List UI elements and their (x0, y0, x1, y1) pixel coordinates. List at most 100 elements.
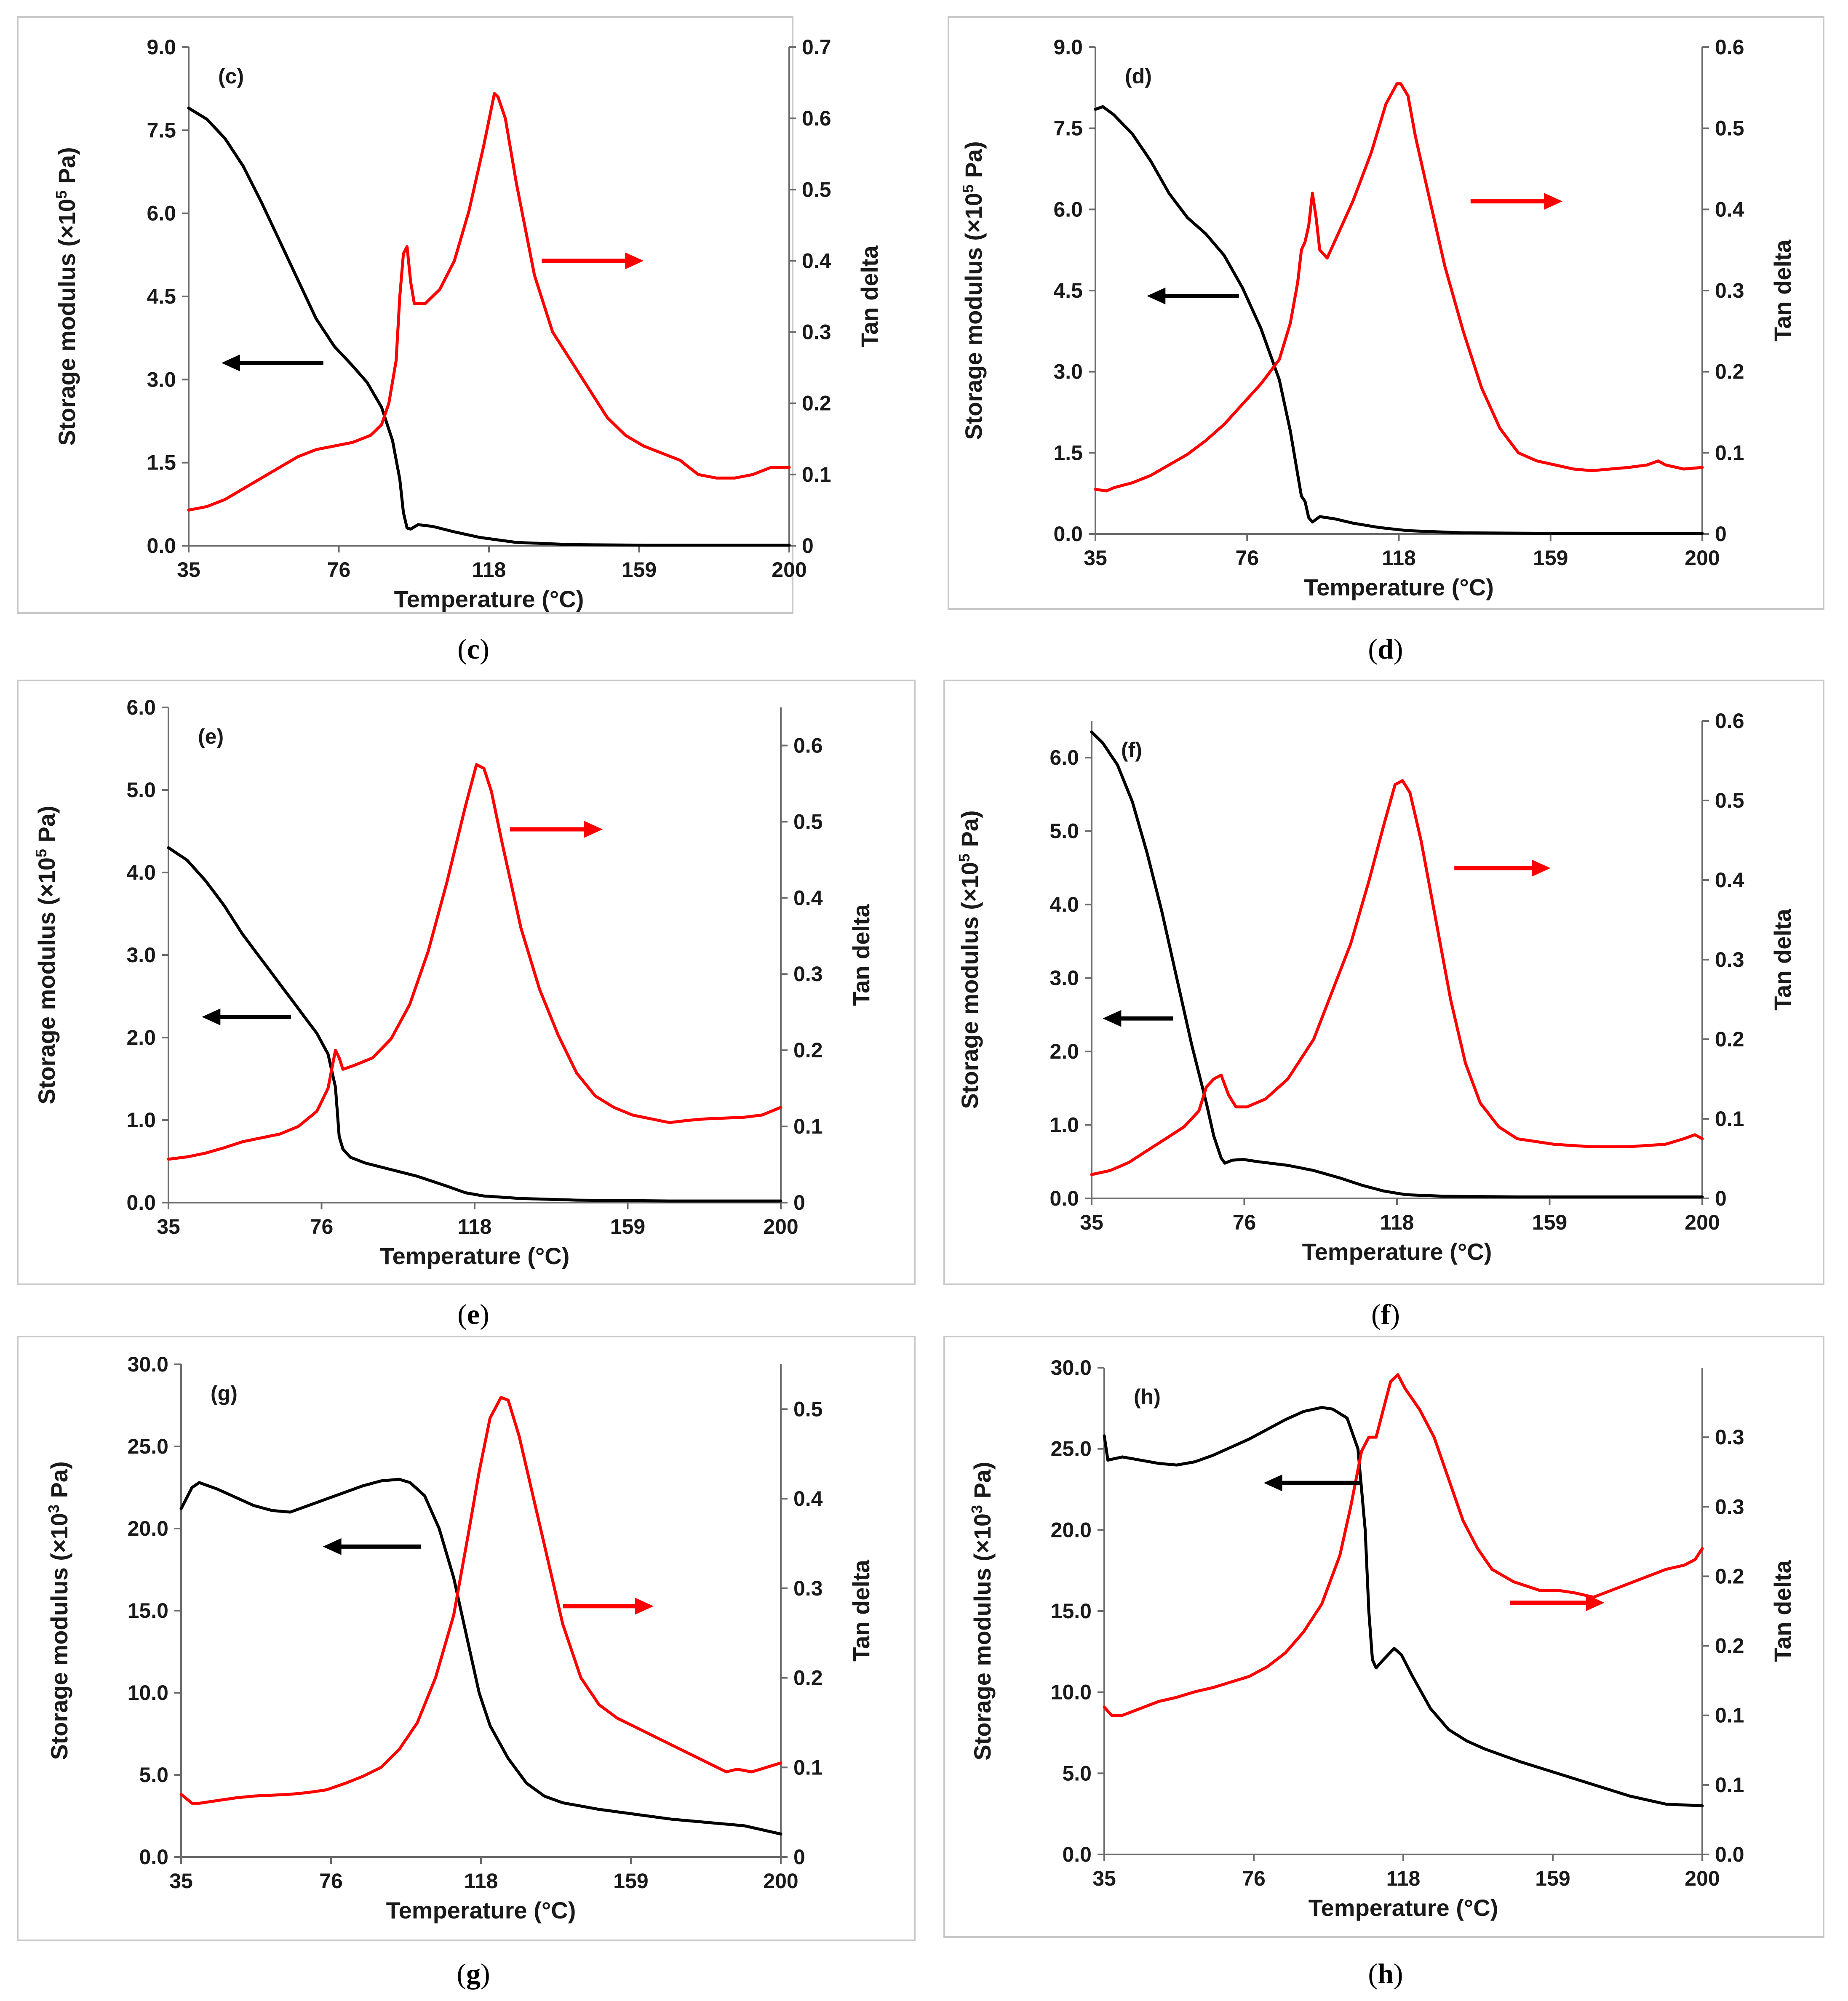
storage-modulus-line (179, 1478, 782, 1836)
x-tick-label: 159 (1535, 1867, 1570, 1890)
right-tick-label: 0.1 (1715, 441, 1744, 464)
panel-tag: (h) (1134, 1385, 1161, 1409)
x-tick-label: 76 (1233, 1211, 1256, 1234)
left-tick-label: 10.0 (128, 1681, 168, 1705)
right-axis-title: Tan delta (848, 1559, 874, 1662)
left-tick-label: 3.0 (1050, 966, 1079, 990)
right-axis-arrow-head (1532, 859, 1551, 877)
right-tick-label: 0 (1715, 1187, 1727, 1210)
left-axis-title-main: Storage modulus (×10 (46, 1513, 72, 1760)
left-tick-label: 4.0 (1050, 893, 1079, 916)
storage-modulus-line (167, 846, 782, 1203)
panel-d: 35 76 118 159 200 0.0 1.5 3.0 4.5 6.0 7.5 9.0 0 0.1 0.… (948, 16, 1824, 665)
left-tick-label: 5.0 (126, 778, 156, 802)
left-axis-arrow-head (202, 1009, 221, 1025)
left-axis-title: Storage modulus (×105 Pa) (53, 147, 80, 446)
right-axis-arrow-head (625, 252, 644, 269)
panel-tag: (f) (1121, 738, 1142, 762)
left-tick-label: 1.0 (126, 1108, 156, 1132)
right-tick-label: 0 (793, 1191, 805, 1214)
panel-tag: (c) (218, 64, 244, 88)
tan-delta-line (187, 92, 791, 512)
left-tick-label: 9.0 (147, 35, 176, 59)
right-tick-label: 0.1 (1715, 1704, 1744, 1727)
right-tick-label: 0.6 (1715, 35, 1744, 59)
x-axis-title: Temperature (°C) (380, 1243, 570, 1269)
caption-open-paren: ( (1368, 1958, 1378, 1990)
left-axis-arrow-head (1263, 1474, 1282, 1491)
right-tick-label: 0.5 (793, 810, 823, 833)
x-tick-label: 35 (1092, 1867, 1116, 1890)
left-tick-label: 1.0 (1050, 1113, 1079, 1137)
right-axis-title: Tan delta (856, 245, 883, 347)
right-tick-label: 0.5 (1715, 117, 1744, 140)
x-tick-label: 118 (458, 1215, 492, 1238)
right-tick-label: 0.4 (802, 249, 831, 272)
left-tick-label: 20.0 (1051, 1518, 1092, 1542)
panel-caption: (f) (1371, 1298, 1400, 1330)
right-axis-arrow-head (1586, 1594, 1605, 1611)
left-axis-arrow-head (221, 354, 240, 371)
x-tick-label: 159 (613, 1869, 648, 1893)
right-tick-label: 0.3 (802, 320, 831, 344)
x-tick-label: 118 (1386, 1867, 1421, 1890)
left-axis-title-exponent: 5 (959, 184, 977, 193)
x-tick-label: 159 (1533, 546, 1568, 570)
right-tick-label: 0.2 (1715, 360, 1744, 384)
left-tick-label: 0.0 (126, 1191, 156, 1214)
left-axis-title-unit: Pa) (956, 810, 983, 854)
right-tick-label: 0.1 (802, 463, 831, 486)
panel-frame (17, 16, 793, 614)
left-tick-label: 3.0 (1053, 360, 1083, 384)
caption-open-paren: ( (457, 633, 467, 665)
tan-delta-line (1094, 82, 1704, 493)
caption-close-paren: ) (480, 633, 489, 665)
panel-frame (17, 680, 916, 1285)
left-axis-title-main: Storage modulus (×10 (960, 193, 987, 440)
right-tick-label: 0.2 (1715, 1564, 1744, 1588)
panel-frame (17, 1336, 916, 1941)
panel-caption: (d) (1368, 633, 1403, 665)
x-tick-label: 200 (1685, 1211, 1720, 1234)
tan-delta-line (1103, 1373, 1704, 1717)
right-axis-title: Tan delta (1769, 1560, 1796, 1662)
left-axis-arrow-head (1103, 1010, 1122, 1027)
right-axis-arrow-head (1544, 193, 1563, 210)
panel-frame (943, 1336, 1824, 1938)
left-tick-label: 1.5 (147, 451, 176, 475)
left-axis-title-exponent: 3 (45, 1505, 62, 1513)
caption-letter: c (467, 633, 480, 665)
x-tick-label: 76 (319, 1869, 343, 1893)
caption-letter: d (1378, 633, 1394, 665)
panels: 35 76 118 159 2000.01.53.04.56.07.59.000.10.… (17, 16, 1824, 1990)
panel-tag: (e) (198, 725, 224, 748)
right-tick-label: 0.3 (1715, 1495, 1744, 1518)
x-axis-title: Temperature (°C) (386, 1897, 576, 1924)
caption-close-paren: ) (1394, 1958, 1403, 1990)
caption-letter: g (466, 1958, 481, 1990)
panel-e: 35 76 118 159 200 0.0 1.0 2.0 3.0 4.0 5.0 6.0 0 0.1 0.… (17, 680, 916, 1330)
right-tick-label: 0.3 (793, 962, 823, 986)
x-tick-label: 200 (1685, 546, 1720, 570)
left-axis-title: Storage modulus (×103 Pa) (968, 1462, 996, 1760)
right-tick-label: 0.2 (1715, 1027, 1744, 1051)
caption-close-paren: ) (480, 1298, 489, 1330)
caption-letter: f (1381, 1298, 1391, 1330)
left-tick-label: 5.0 (1050, 819, 1079, 843)
left-tick-label: 25.0 (128, 1435, 168, 1458)
right-tick-label: 0.2 (793, 1038, 823, 1062)
left-tick-label: 0.0 (1050, 1187, 1079, 1210)
caption-close-paren: ) (1390, 1298, 1400, 1330)
panel-tag: (d) (1125, 64, 1152, 88)
right-tick-label: 0.5 (793, 1397, 823, 1421)
panel-caption: (c) (457, 633, 489, 665)
left-axis-title-unit: Pa) (53, 147, 80, 190)
x-tick-label: 76 (1235, 546, 1259, 570)
caption-open-paren: ( (457, 1958, 466, 1990)
x-tick-label: 118 (464, 1869, 498, 1893)
left-axis-title: Storage modulus (×105 Pa) (956, 810, 983, 1109)
right-tick-label: 0.6 (793, 734, 823, 757)
left-axis-arrow-head (1147, 287, 1166, 304)
left-tick-label: 2.0 (1050, 1040, 1079, 1063)
